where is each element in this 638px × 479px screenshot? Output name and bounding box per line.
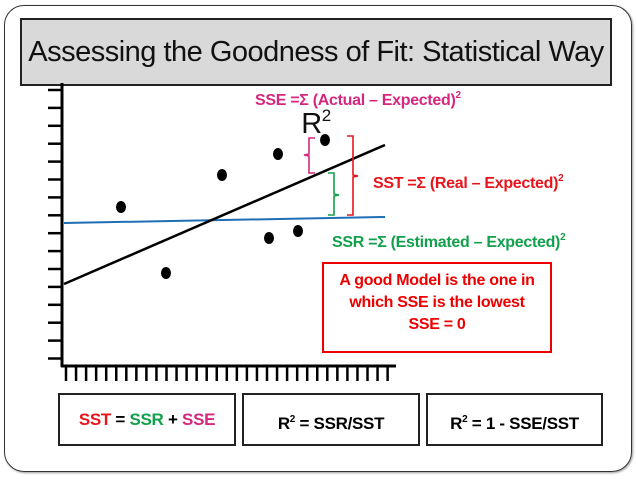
formula-box-r2-ratio: R2 = SSR/SST	[242, 393, 420, 446]
formula-eq: =	[111, 410, 130, 429]
mean-line	[63, 216, 386, 224]
formula-r: R	[450, 414, 463, 433]
note-line-2: which SSE is the lowest	[349, 294, 525, 311]
note-line-3: SSE = 0	[408, 316, 466, 333]
formula-plus: +	[163, 410, 183, 429]
formula-box-r2-complement: R2 = 1 - SSE/SST	[426, 393, 603, 446]
formula-rest: = SSR/SST	[295, 414, 385, 433]
ssr-bracket	[328, 172, 340, 216]
data-point	[161, 267, 171, 279]
sst-sup: 2	[558, 173, 564, 184]
title-text: Assessing the Goodness of Fit: Statistic…	[28, 36, 604, 140]
title-superscript: 2	[321, 106, 331, 125]
note-line-1: A good Model is the one in	[339, 272, 535, 289]
data-points	[116, 134, 330, 279]
data-point	[264, 232, 274, 244]
formula-r: R	[277, 414, 290, 433]
data-point	[293, 225, 303, 237]
regression-line	[63, 143, 386, 286]
good-model-note: A good Model is the one in which SSE is …	[322, 262, 552, 353]
x-ticks	[64, 366, 389, 381]
formula-sup: 2	[289, 414, 296, 425]
data-point	[116, 201, 126, 213]
formula-rest: = 1 - SSE/SST	[467, 414, 579, 433]
ssr-definition: SSR =Σ (Estimated – Expected)2	[332, 232, 566, 252]
data-point	[273, 148, 283, 160]
sse-definition: SSE =Σ (Actual – Expected)2	[255, 90, 461, 110]
sse-bracket	[303, 137, 315, 174]
ssr-sup: 2	[560, 232, 566, 243]
sst-text: SST =Σ (Real – Expected)	[373, 175, 559, 192]
sse-sup: 2	[455, 90, 462, 101]
formula-box-sst: SST = SSR + SSE	[58, 393, 236, 446]
slide-frame	[4, 5, 632, 472]
data-point	[217, 169, 227, 181]
formula-sst: SST	[78, 410, 111, 429]
sst-definition: SST =Σ (Real – Expected)2	[373, 173, 564, 193]
sse-text: SSE =Σ (Actual – Expected)	[255, 92, 456, 109]
formula-sup: 2	[462, 414, 468, 425]
ssr-text: SSR =Σ (Estimated – Expected)	[332, 234, 561, 251]
data-point	[320, 134, 330, 146]
sst-bracket	[347, 135, 359, 216]
formula-sse: SSE	[182, 410, 216, 429]
y-ticks	[48, 88, 62, 360]
slide-title: Assessing the Goodness of Fit: Statistic…	[20, 18, 612, 140]
formula-ssr: SSR	[129, 410, 164, 429]
